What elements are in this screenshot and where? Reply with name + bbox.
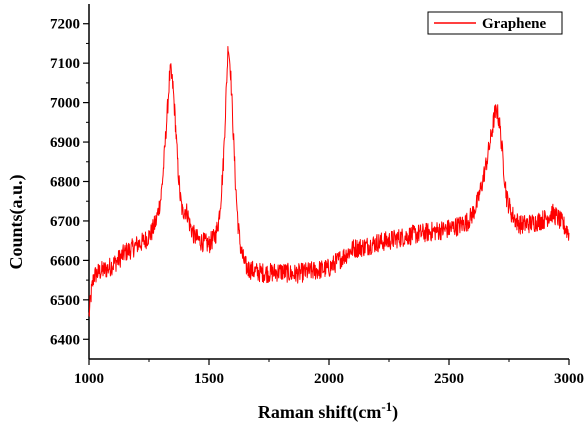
y-axis-title: Counts(a.u.): [6, 174, 27, 269]
legend-label: Graphene: [482, 16, 547, 32]
y-tick-label: 7000: [50, 96, 80, 112]
y-tick-label: 6800: [50, 175, 80, 191]
y-tick-label: 7200: [50, 17, 80, 33]
x-tick-label: 2500: [434, 371, 464, 387]
y-tick-label: 6600: [50, 253, 80, 269]
x-axis-title-main: Raman shift(cm: [258, 402, 382, 423]
y-tick-label: 7100: [50, 56, 80, 72]
x-axis-title-suffix: ): [392, 402, 398, 423]
x-tick-label: 1000: [74, 371, 104, 387]
x-axis-title-superscript: -1: [381, 399, 392, 414]
axes: 1000 1500 2000 2500 3000 6400 6500 6600 6700 6800…: [50, 4, 584, 387]
plot-area: [88, 46, 570, 317]
x-axis-title: Raman shift(cm-1): [258, 399, 398, 423]
series-line-graphene: [88, 46, 570, 317]
y-tick-label: 6700: [50, 214, 80, 230]
x-tick-label: 3000: [554, 371, 584, 387]
y-tick-label: 6400: [50, 332, 80, 348]
y-tick-label: 6900: [50, 135, 80, 151]
x-tick-label: 2000: [314, 371, 344, 387]
y-tick-label: 6500: [50, 293, 80, 309]
legend-box: [427, 11, 563, 35]
x-tick-label: 1500: [194, 371, 224, 387]
legend: Graphene: [427, 11, 563, 35]
